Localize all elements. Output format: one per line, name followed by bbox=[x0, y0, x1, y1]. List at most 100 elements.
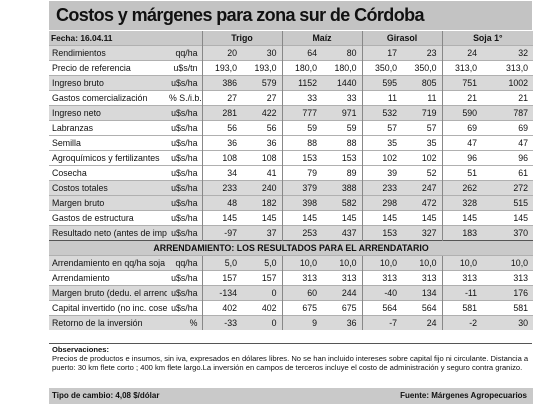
report-date: Fecha: 16.04.11 bbox=[49, 31, 202, 46]
row-value: 57 bbox=[402, 120, 443, 136]
crop-header-girasol: Girasol bbox=[361, 31, 443, 46]
row-value: 21 bbox=[441, 90, 483, 106]
row-value: 472 bbox=[402, 195, 443, 211]
row-label: Cosecha bbox=[49, 165, 167, 181]
row-value: 9 bbox=[281, 315, 323, 330]
row-value: 96 bbox=[441, 150, 483, 166]
row-value: 0 bbox=[242, 285, 283, 301]
table-row: Resultado neto (antes de imp.) u$s/ha -97 3… bbox=[49, 225, 534, 241]
row-value: 41 bbox=[242, 165, 283, 181]
row-unit: % bbox=[167, 315, 202, 330]
row-value: 787 bbox=[482, 105, 534, 121]
row-value: 88 bbox=[281, 135, 323, 151]
observations-text: Precios de productos e insumos, sin iva,… bbox=[52, 354, 529, 373]
row-value: 48 bbox=[201, 195, 242, 211]
row-value: 56 bbox=[242, 120, 283, 136]
row-value: 153 bbox=[361, 225, 403, 241]
row-value: 37 bbox=[242, 225, 283, 241]
row-value: 108 bbox=[201, 150, 242, 166]
table-row: Arrendamiento u$s/ha 157 157 313 313 313 313 313… bbox=[49, 270, 534, 286]
row-value: 253 bbox=[281, 225, 323, 241]
row-value: 27 bbox=[242, 90, 283, 106]
row-unit: u$s/ha bbox=[167, 135, 202, 151]
row-value: 10,0 bbox=[281, 255, 323, 271]
row-value: 52 bbox=[402, 165, 443, 181]
row-value: 581 bbox=[441, 300, 483, 316]
row-value: 88 bbox=[322, 135, 363, 151]
row-value: 79 bbox=[281, 165, 323, 181]
row-value: 17 bbox=[361, 45, 403, 61]
row-unit: u$s/ha bbox=[167, 120, 202, 136]
row-value: 145 bbox=[242, 210, 283, 226]
row-unit: u$s/ha bbox=[167, 300, 202, 316]
row-value: 675 bbox=[322, 300, 363, 316]
row-value: 10,0 bbox=[361, 255, 403, 271]
row-value: 145 bbox=[201, 210, 242, 226]
row-value: 313 bbox=[322, 270, 363, 286]
row-value: 313 bbox=[361, 270, 403, 286]
row-value: 69 bbox=[482, 120, 534, 136]
row-value: 10,0 bbox=[482, 255, 534, 271]
row-value: 579 bbox=[242, 75, 283, 91]
row-value: 777 bbox=[281, 105, 323, 121]
row-value: 10,0 bbox=[441, 255, 483, 271]
row-label: Ingreso bruto bbox=[49, 75, 167, 91]
table-row: Capital invertido (no inc. cosecha)u$s/h… bbox=[49, 300, 534, 316]
row-value: 47 bbox=[482, 135, 534, 151]
row-value: 24 bbox=[441, 45, 483, 61]
row-unit: u$s/ha bbox=[167, 180, 202, 196]
row-value: 27 bbox=[201, 90, 242, 106]
row-unit: u$s/ha bbox=[167, 225, 202, 241]
table-row: Ingreso neto u$s/ha 281 422 777 971 532 719 590 7… bbox=[49, 105, 534, 121]
row-value: 153 bbox=[322, 150, 363, 166]
row-value: 20 bbox=[201, 45, 242, 61]
row-value: 5,0 bbox=[242, 255, 283, 271]
row-unit: u$s/ha bbox=[167, 270, 202, 286]
source: Fuente: Márgenes Agropecuarios bbox=[400, 391, 527, 400]
row-label: Arrendamiento en qq/ha soja bbox=[49, 255, 167, 271]
row-value: 35 bbox=[361, 135, 403, 151]
row-value: 69 bbox=[441, 120, 483, 136]
row-value: 328 bbox=[441, 195, 483, 211]
row-value: 515 bbox=[482, 195, 534, 211]
row-value: 422 bbox=[242, 105, 283, 121]
row-value: 350,0 bbox=[361, 60, 403, 76]
row-value: 751 bbox=[441, 75, 483, 91]
row-value: 51 bbox=[441, 165, 483, 181]
row-label: Ingreso neto bbox=[49, 105, 167, 121]
row-value: 1440 bbox=[322, 75, 363, 91]
row-value: 56 bbox=[201, 120, 242, 136]
row-value: 564 bbox=[361, 300, 403, 316]
row-value: 24 bbox=[402, 315, 443, 330]
row-value: 33 bbox=[281, 90, 323, 106]
cost-table: Fecha: 16.04.11 Trigo Maíz Girasol Soja … bbox=[49, 31, 534, 330]
row-value: 247 bbox=[402, 180, 443, 196]
row-value: 47 bbox=[441, 135, 483, 151]
row-label: Labranzas bbox=[49, 120, 167, 136]
row-value: 582 bbox=[322, 195, 363, 211]
row-value: 96 bbox=[482, 150, 534, 166]
row-value: 402 bbox=[242, 300, 283, 316]
row-value: 180,0 bbox=[322, 60, 363, 76]
row-value: 0 bbox=[242, 315, 283, 330]
row-value: 34 bbox=[201, 165, 242, 181]
row-value: 281 bbox=[201, 105, 242, 121]
row-value: -7 bbox=[361, 315, 403, 330]
row-value: 145 bbox=[281, 210, 323, 226]
row-value: 272 bbox=[482, 180, 534, 196]
row-unit: u$s/ha bbox=[167, 285, 202, 301]
row-label: Arrendamiento bbox=[49, 270, 167, 286]
row-value: -11 bbox=[441, 285, 483, 301]
report-title: Costos y márgenes para zona sur de Córdo… bbox=[56, 5, 425, 25]
row-value: 193,0 bbox=[201, 60, 242, 76]
row-value: 30 bbox=[242, 45, 283, 61]
row-value: 108 bbox=[242, 150, 283, 166]
row-value: 388 bbox=[322, 180, 363, 196]
section-header: ARRENDAMIENTO: LOS RESULTADOS PARA EL AR… bbox=[49, 240, 534, 256]
row-value: 675 bbox=[281, 300, 323, 316]
table-row: Semilla u$s/ha 36 36 88 88 35 35 47 47 bbox=[49, 135, 534, 151]
row-value: 532 bbox=[361, 105, 403, 121]
row-value: 437 bbox=[322, 225, 363, 241]
row-value: 183 bbox=[441, 225, 483, 241]
row-unit: qq/ha bbox=[167, 255, 202, 271]
